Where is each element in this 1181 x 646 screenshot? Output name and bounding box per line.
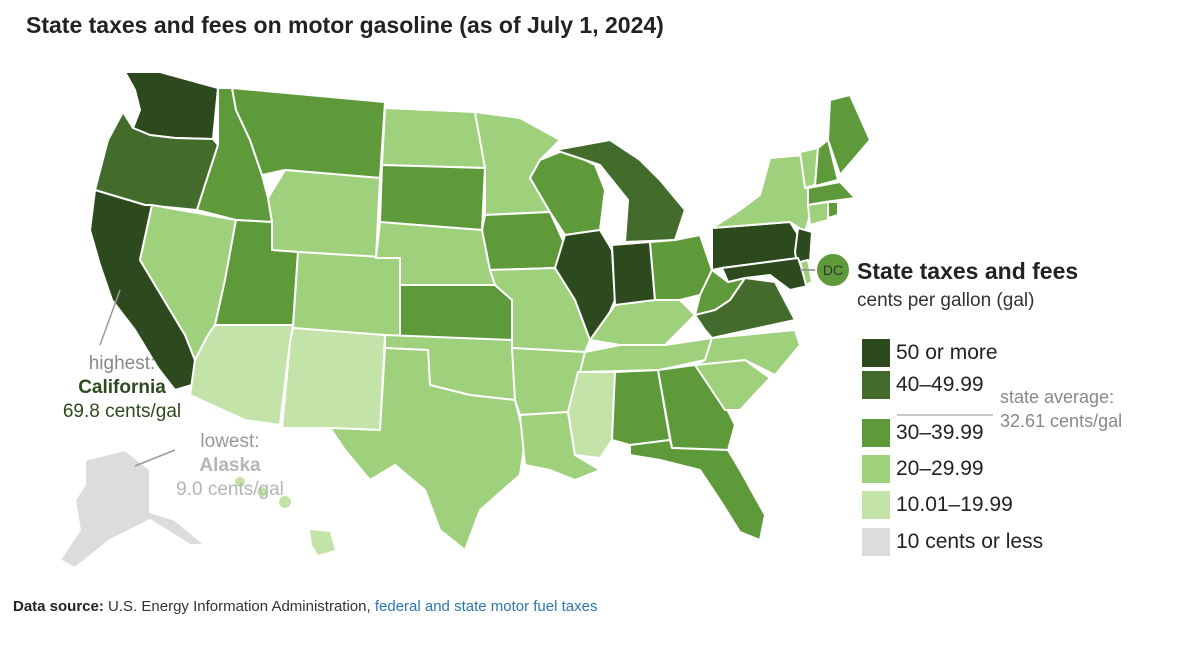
legend-swatch xyxy=(862,419,890,447)
legend-swatch xyxy=(862,528,890,556)
highest-prefix: highest: xyxy=(88,353,156,374)
map-title: State taxes and fees on motor gasoline (… xyxy=(26,12,664,38)
state-alaska[interactable] xyxy=(59,449,206,569)
highest-leader-line xyxy=(99,289,121,346)
state-average: state average: 32.61 cents/gal xyxy=(1000,385,1122,433)
data-source-link[interactable]: federal and state motor fuel taxes xyxy=(374,598,598,615)
legend-item-20-29: 20–29.99 xyxy=(862,455,984,483)
data-source-label: Data source: xyxy=(13,598,104,615)
data-source-text: U.S. Energy Information Administration, xyxy=(108,598,371,615)
legend-item-10-19: 10.01–19.99 xyxy=(862,491,1013,519)
state-delaware[interactable] xyxy=(799,259,813,286)
state-new-york[interactable] xyxy=(711,154,811,233)
state-kansas[interactable] xyxy=(399,284,513,341)
state-iowa[interactable] xyxy=(481,211,566,271)
state-texas[interactable] xyxy=(329,347,526,551)
legend-item-50-or-more: 50 or more xyxy=(862,339,998,367)
lowest-value: 9.0 cents/gal xyxy=(176,479,284,500)
state-average-value: 32.61 cents/gal xyxy=(1000,411,1123,431)
state-wyoming[interactable] xyxy=(267,169,381,259)
legend-item-10-or-less: 10 cents or less xyxy=(862,528,1043,556)
state-massachusetts[interactable] xyxy=(807,181,856,206)
state-north-dakota[interactable] xyxy=(381,107,486,169)
state-michigan[interactable] xyxy=(554,139,686,243)
highest-callout: highest: California 69.8 cents/gal xyxy=(22,352,222,424)
legend-label: 10.01–19.99 xyxy=(896,493,1013,516)
data-source: Data source: U.S. Energy Information Adm… xyxy=(13,598,597,615)
state-colorado[interactable] xyxy=(292,251,401,339)
state-new-hampshire[interactable] xyxy=(814,139,839,187)
state-maine[interactable] xyxy=(827,94,871,176)
state-rhode-island[interactable] xyxy=(827,201,839,219)
state-south-dakota[interactable] xyxy=(379,164,486,231)
legend-item-40-49: 40–49.99 xyxy=(862,371,984,399)
legend-subtitle: cents per gallon (gal) xyxy=(857,290,1035,311)
state-washington[interactable] xyxy=(124,71,219,140)
legend-swatch xyxy=(862,455,890,483)
state-arizona[interactable] xyxy=(189,324,294,426)
legend-swatch xyxy=(862,491,890,519)
state-mississippi[interactable] xyxy=(567,371,616,459)
dc-label: DC xyxy=(823,262,843,278)
state-connecticut[interactable] xyxy=(807,201,829,226)
legend-label: 10 cents or less xyxy=(896,530,1044,553)
legend-swatch xyxy=(862,371,890,399)
state-hawaii[interactable] xyxy=(235,477,335,555)
state-average-label: state average: xyxy=(1000,387,1115,407)
state-new-mexico[interactable] xyxy=(281,327,386,431)
legend-item-30-39: 30–39.99 xyxy=(862,419,984,447)
legend-label: 50 or more xyxy=(896,341,998,364)
legend-label: 20–29.99 xyxy=(896,457,984,480)
state-florida[interactable] xyxy=(629,439,766,541)
state-average-line xyxy=(897,414,993,416)
state-north-carolina[interactable] xyxy=(694,329,801,376)
highest-value: 69.8 cents/gal xyxy=(62,401,182,422)
dc-marker[interactable] xyxy=(815,252,851,288)
legend-title: State taxes and fees xyxy=(857,258,1079,284)
lowest-prefix: lowest: xyxy=(200,431,260,452)
highest-state-name: California xyxy=(78,377,166,398)
legend-label: 40–49.99 xyxy=(896,373,984,396)
lowest-callout: lowest: Alaska 9.0 cents/gal xyxy=(130,430,330,502)
legend-label: 30–39.99 xyxy=(896,421,984,444)
lowest-leader-line xyxy=(134,449,176,467)
lowest-state-name: Alaska xyxy=(199,455,261,476)
legend-swatch xyxy=(862,339,890,367)
